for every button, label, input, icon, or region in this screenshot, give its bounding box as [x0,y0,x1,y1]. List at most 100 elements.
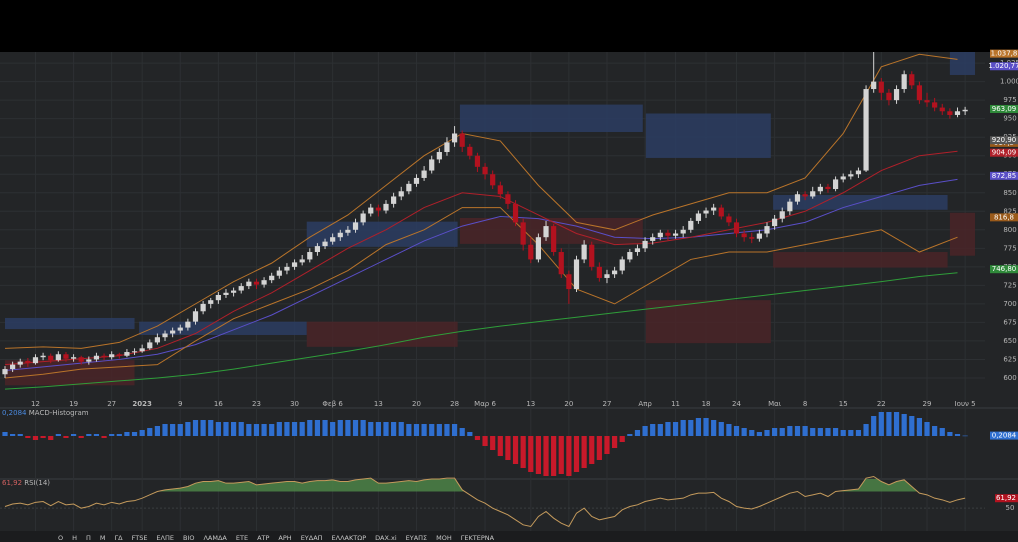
x-tick-label: 30 [290,400,299,408]
y-tick-label: 850 [1003,189,1016,197]
candle-body [154,337,160,343]
candle-body [512,203,519,223]
toolbar-item[interactable]: ΕΤΕ [236,534,248,542]
macd-bar [406,424,412,436]
candle-body [101,355,107,358]
macd-bar [330,422,336,436]
candle-body [86,359,92,362]
macd-bar [688,420,694,436]
price-tag [990,265,1018,274]
candle-body [223,292,229,295]
candle-body [10,364,16,370]
candle-body [810,191,816,197]
candle-body [543,226,549,238]
x-tick-label: 20 [412,400,421,408]
price-tag [990,104,1018,113]
candle-body [604,274,610,278]
macd-bar [238,422,244,436]
toolbar-item[interactable]: ΕΥΔΑΠ [301,534,323,542]
toolbar-item[interactable]: Ο [58,534,63,542]
macd-bar [909,416,915,436]
macd-bar [482,436,488,446]
candle-body [627,252,633,260]
candle-body [893,89,900,101]
rsi-line [4,475,966,528]
candle-body [634,248,641,253]
macd-name: MACD-Histogram [29,409,89,417]
x-tick-label: 12 [31,400,40,408]
macd-bar [764,430,770,436]
candle-body [863,89,869,171]
candle-body [109,354,115,358]
toolbar-item[interactable]: ΓΔ [115,534,124,542]
candle-body [840,176,846,180]
macd-bar [55,434,61,436]
macd-bar [223,422,229,436]
toolbar-item[interactable]: Μ [100,534,106,542]
toolbar-item[interactable]: ΓΕΚΤΕΡΝΑ [461,534,495,542]
macd-bar [109,434,115,436]
macd-bar [147,428,153,436]
macd-bar [124,432,130,436]
macd-bar [139,430,145,436]
candle-body [825,186,831,190]
macd-bar [756,432,762,436]
macd-bar [63,436,69,438]
macd-bar [93,434,100,436]
y-tick-label: 775 [1003,244,1016,252]
toolbar-item[interactable]: ΕΛΛΑΚΤΩΡ [332,534,367,542]
toolbar-item[interactable]: ΕΥΑΠΣ [406,534,428,542]
toolbar-item[interactable]: ΜΟΗ [436,534,452,542]
y-tick-label: 975 [1003,96,1016,104]
zone [5,317,135,330]
candle-body [231,290,237,293]
candle-body [718,207,724,217]
macd-bar [413,424,420,436]
macd-bar [650,424,656,436]
macd-bar [215,422,221,436]
rsi-last: 61,92 [2,479,22,487]
macd-bar [246,424,252,436]
macd-bar [794,426,801,436]
price-tag [990,148,1018,157]
macd-bar [779,428,785,436]
macd-bar [421,424,427,436]
macd-bar [886,412,892,436]
toolbar-item[interactable]: FTSE [132,534,148,542]
zone [949,212,976,256]
toolbar-item[interactable]: DAX.xi [375,534,397,542]
macd-bar [459,428,465,436]
x-tick-label: 28 [450,400,459,408]
toolbar-item[interactable]: ΒΙΟ [183,534,195,542]
zone [139,321,307,335]
toolbar-item[interactable]: ΑΤΡ [257,534,269,542]
macd-bar [612,436,618,448]
macd-bar [451,424,458,436]
candle-body [116,354,122,356]
macd-tag-label: 0,2084 [992,432,1017,440]
candle-body [528,244,534,260]
macd-bar [352,420,359,436]
macd-bar [832,428,839,436]
toolbar-item[interactable]: ΕΛΠΕ [156,534,174,542]
macd-bar [535,436,541,474]
x-tick-label: 8 [803,400,807,408]
macd-bar [253,424,260,436]
toolbar-item[interactable]: Π [86,534,91,542]
toolbar-item[interactable]: Η [72,534,77,542]
macd-bar [497,436,503,456]
x-tick-label: 16 [214,400,223,408]
x-tick-label: 27 [107,400,116,408]
macd-bar [932,426,938,436]
indicator-line [4,150,958,366]
x-tick-label: 24 [732,400,741,408]
macd-bar [871,416,877,436]
toolbar-item[interactable]: ΛΑΜΔΑ [203,534,227,542]
macd-bar [78,436,84,438]
macd-bar [878,412,884,436]
macd-bar [101,436,107,438]
toolbar-item[interactable]: ΑΡΗ [278,534,291,542]
candle-body [200,303,206,312]
candle-body [703,210,709,214]
macd-bar [840,430,846,436]
